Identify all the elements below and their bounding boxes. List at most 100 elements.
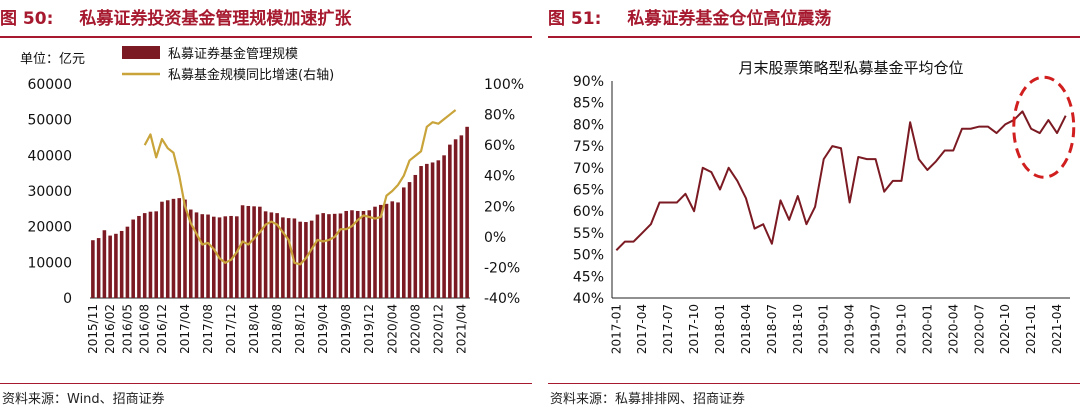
left-y-tick-label: 30000 xyxy=(27,184,72,200)
y-tick-label: 50% xyxy=(573,248,604,264)
bar xyxy=(350,210,354,298)
right-source-rule xyxy=(548,383,1080,384)
bar xyxy=(407,182,412,298)
bar xyxy=(91,240,95,298)
x-tick-label: 2017-07 xyxy=(661,304,675,354)
right-figure-title: 图 51: 私募证券基金仓位高位震荡 xyxy=(548,4,831,34)
x-tick-label: 2017-04 xyxy=(635,304,649,354)
right-figure-caption: 私募证券基金仓位高位震荡 xyxy=(627,9,832,29)
bar xyxy=(142,213,147,298)
bar xyxy=(355,210,360,298)
right-y-tick-label: -20% xyxy=(484,260,520,276)
bar xyxy=(125,226,130,298)
bar xyxy=(292,218,297,298)
bar xyxy=(137,215,141,298)
bar xyxy=(102,230,107,298)
highlight-ellipse xyxy=(1012,75,1076,179)
bar xyxy=(309,220,314,298)
y-tick-label: 90% xyxy=(573,74,604,90)
x-tick-label: 2016/05 xyxy=(120,304,134,354)
bar xyxy=(442,155,446,298)
bar xyxy=(131,219,135,298)
bar xyxy=(160,201,164,298)
bar xyxy=(263,211,268,298)
x-tick-label: 2018/08 xyxy=(270,304,284,354)
y-tick-label: 45% xyxy=(573,269,604,285)
x-tick-label: 2017/12 xyxy=(224,304,238,354)
x-tick-label: 2016/12 xyxy=(155,304,169,354)
x-tick-label: 2017/04 xyxy=(178,304,192,354)
x-tick-label: 2020/08 xyxy=(408,304,422,354)
x-tick-label: 2019/04 xyxy=(316,304,330,354)
bar xyxy=(96,238,101,298)
bar xyxy=(332,213,337,298)
x-tick-label: 2017-01 xyxy=(609,304,623,354)
bar xyxy=(114,233,118,298)
right-y-tick-label: 80% xyxy=(484,108,515,124)
x-tick-label: 2019-01 xyxy=(817,304,831,354)
bar xyxy=(321,213,325,298)
bar xyxy=(361,210,366,298)
x-tick-label: 2020-07 xyxy=(972,304,986,354)
x-tick-label: 2016/02 xyxy=(103,304,117,354)
right-title-rule xyxy=(548,36,1080,38)
bar xyxy=(223,216,228,298)
x-tick-label: 2018/04 xyxy=(247,304,261,354)
bar xyxy=(448,144,452,298)
left-y-tick-label: 60000 xyxy=(27,77,72,93)
left-y-tick-label: 20000 xyxy=(27,220,72,236)
bar xyxy=(430,162,435,298)
right-figure-number: 图 51: xyxy=(548,9,602,29)
left-figure-caption: 私募证券投资基金管理规模加速扩张 xyxy=(79,9,352,29)
bar xyxy=(119,230,124,298)
bar xyxy=(436,160,441,298)
right-figure-panel: 图 51: 私募证券基金仓位高位震荡 月末股票策略型私募基金平均仓位 40% 45% 5… xyxy=(548,0,1080,415)
growth-series-line xyxy=(143,109,457,266)
chart-title: 月末股票策略型私募基金平均仓位 xyxy=(738,59,963,77)
unit-label: 单位：亿元 xyxy=(20,52,85,67)
bar xyxy=(304,222,308,298)
bar xyxy=(373,206,377,298)
bar xyxy=(338,213,343,298)
y-tick-label: 85% xyxy=(573,96,604,112)
bar xyxy=(298,221,302,298)
x-tick-label: 2020-10 xyxy=(998,304,1012,354)
right-y-tick-label: -40% xyxy=(484,291,520,307)
bar xyxy=(384,203,389,298)
x-tick-label: 2019/12 xyxy=(362,304,376,354)
x-tick-label: 2021-01 xyxy=(1024,304,1038,354)
bar xyxy=(212,216,216,298)
left-y-tick-label: 50000 xyxy=(27,113,72,129)
left-source-note: 资料来源：Wind、招商证券 xyxy=(2,392,165,407)
bar xyxy=(108,235,112,298)
x-tick-label: 2017-10 xyxy=(687,304,701,354)
x-tick-label: 2020-01 xyxy=(920,304,934,354)
right-y-tick-label: 60% xyxy=(484,138,515,154)
bar xyxy=(269,212,274,298)
x-tick-label: 2018-07 xyxy=(765,304,779,354)
right-y-tick-label: 40% xyxy=(484,169,515,185)
bar xyxy=(206,214,210,298)
bar xyxy=(367,210,372,298)
y-tick-label: 40% xyxy=(573,291,604,307)
bar xyxy=(165,200,170,298)
bar xyxy=(378,204,383,298)
bar xyxy=(286,218,291,298)
x-tick-label: 2021-04 xyxy=(1050,304,1064,354)
bar xyxy=(252,206,256,298)
bar xyxy=(240,205,245,298)
bar xyxy=(183,199,187,298)
bar xyxy=(235,216,239,298)
bar xyxy=(194,212,199,298)
bar xyxy=(402,187,406,298)
x-tick-label: 2016/08 xyxy=(138,304,152,354)
left-source-rule xyxy=(0,383,532,384)
left-figure-number: 图 50: xyxy=(0,9,54,29)
y-tick-label: 80% xyxy=(573,117,604,133)
bar xyxy=(315,214,320,298)
bar xyxy=(171,198,176,298)
bar xyxy=(459,135,464,298)
bar xyxy=(177,198,182,298)
bar xyxy=(229,215,233,298)
x-tick-label: 2020-04 xyxy=(946,304,960,354)
